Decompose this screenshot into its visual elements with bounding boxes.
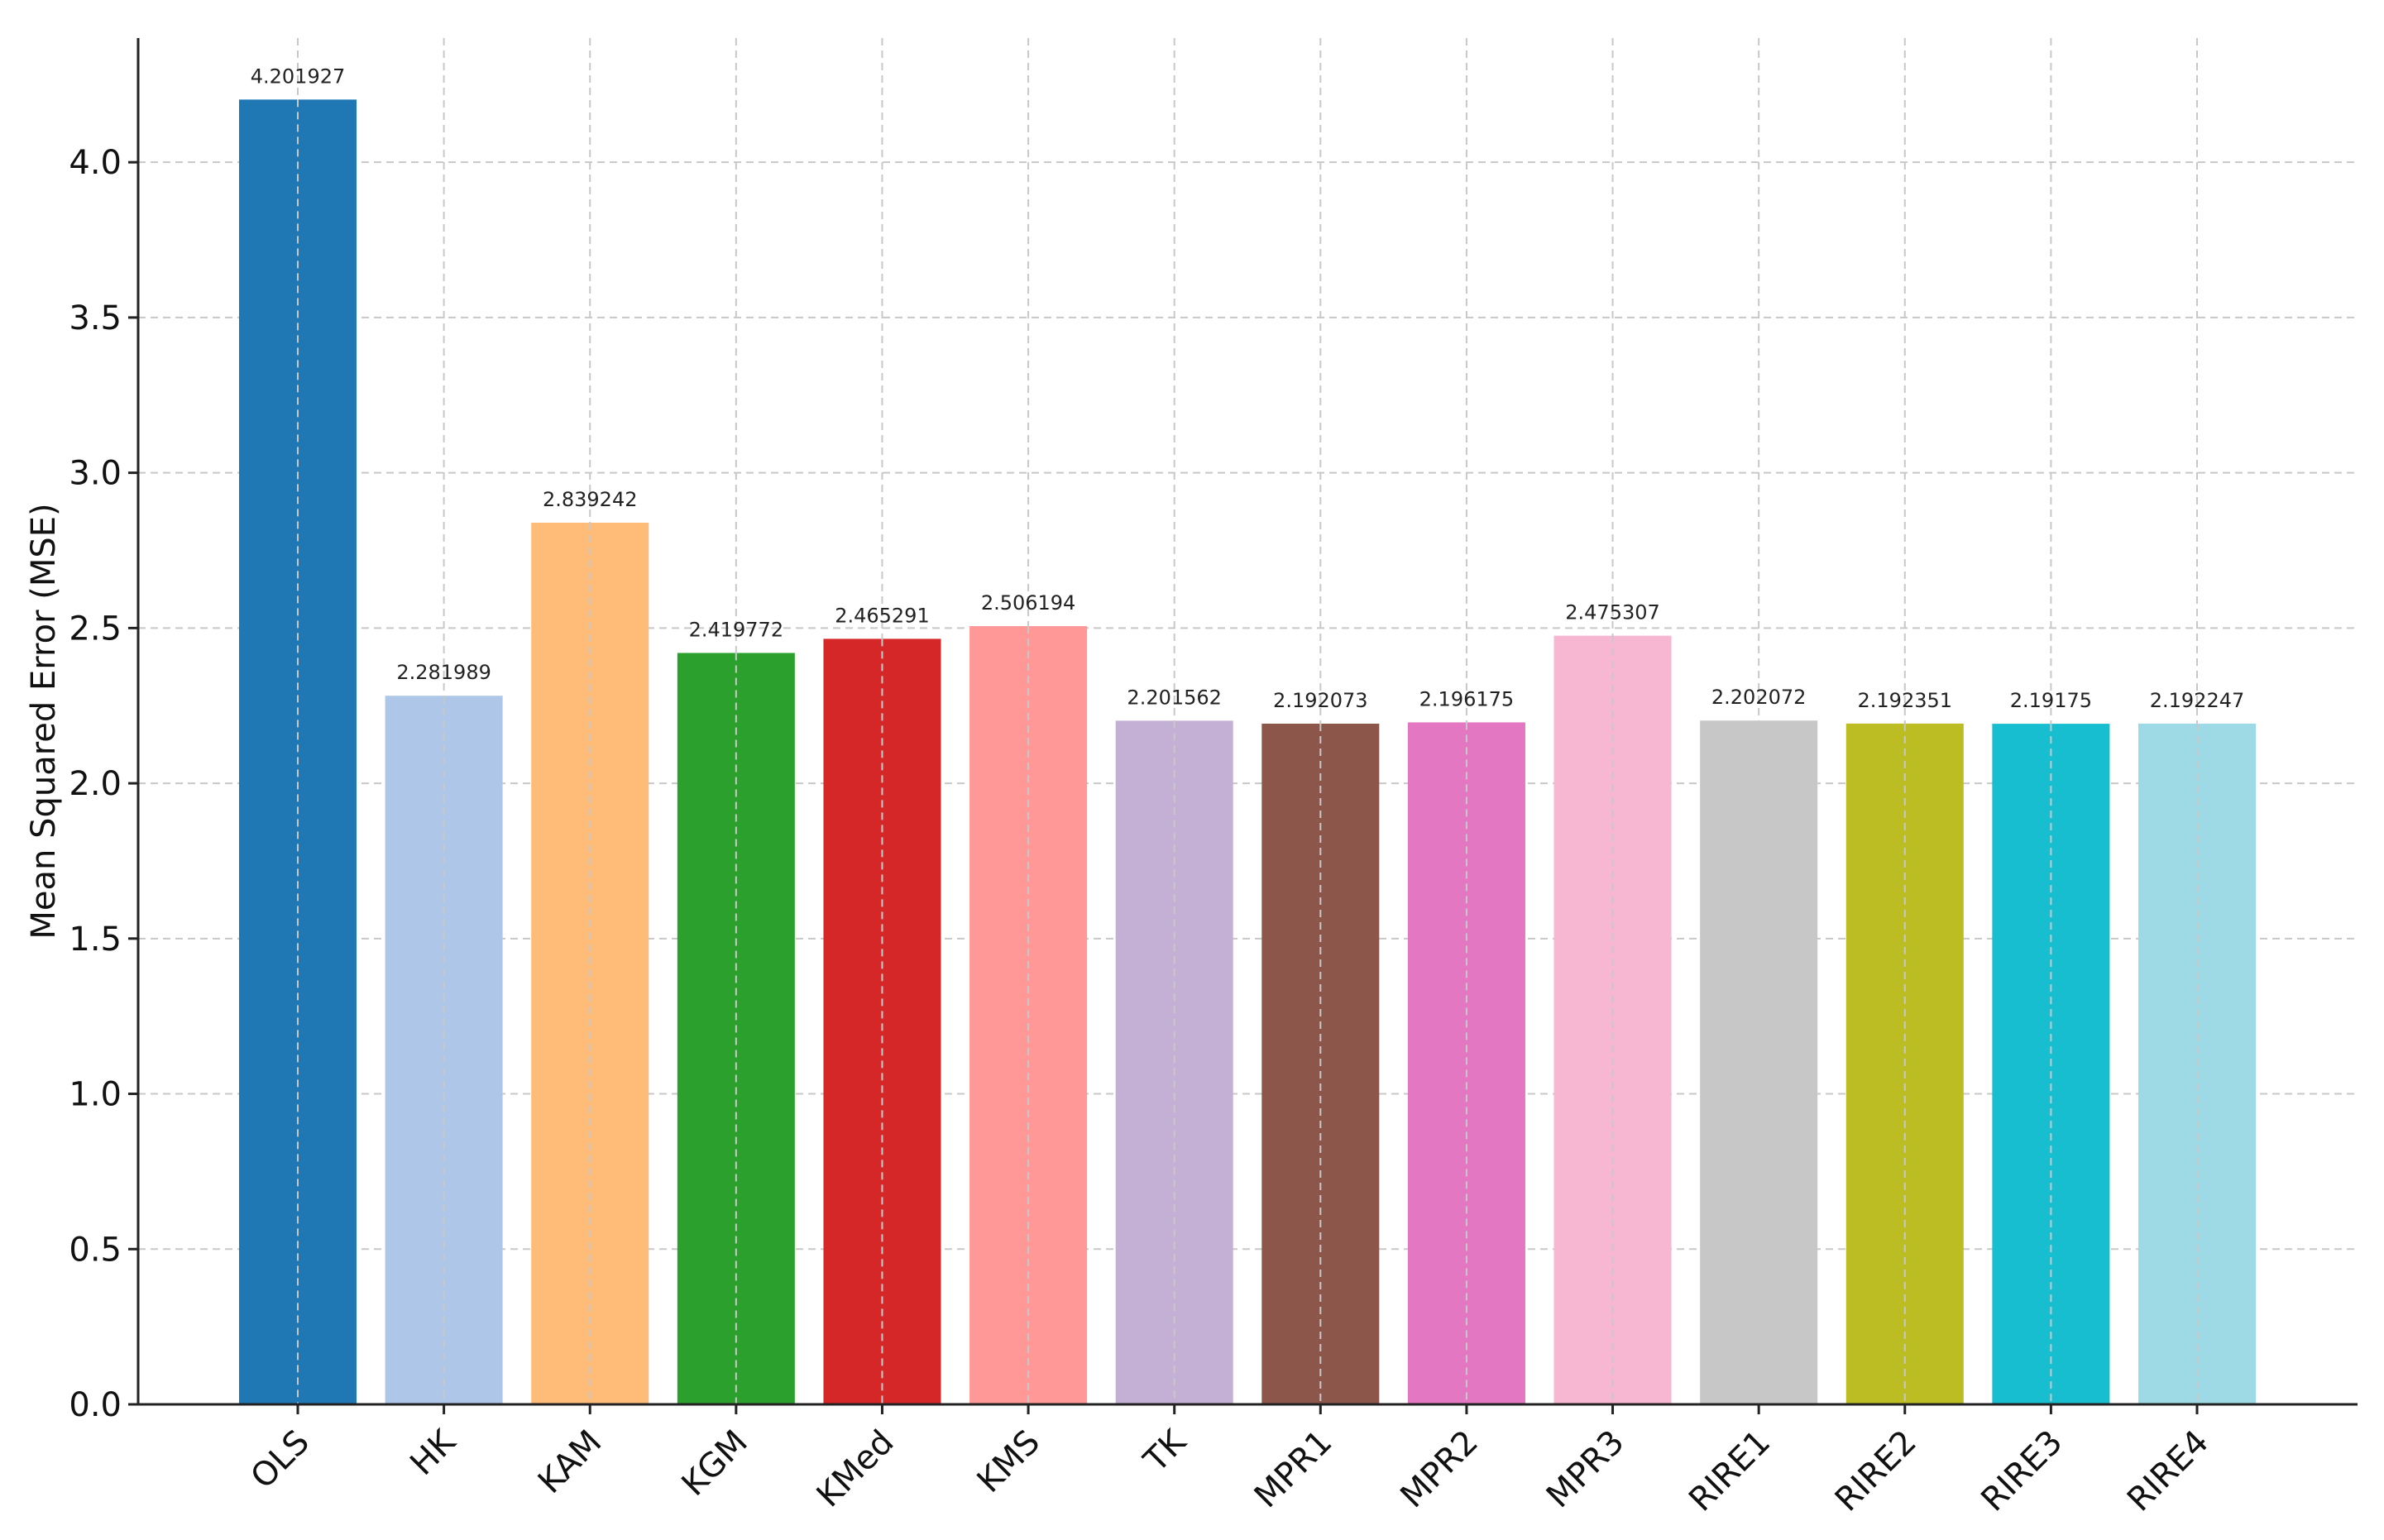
bar-value-label: 2.192073 [1273, 689, 1368, 712]
bar-value-label: 4.201927 [251, 65, 346, 88]
y-tick-label: 3.5 [69, 299, 122, 337]
x-tick-label: MPR1 [1247, 1423, 1340, 1516]
bar-value-label: 2.201562 [1127, 686, 1222, 709]
x-tick-label: TK [1137, 1422, 1194, 1480]
x-tick-label: MPR3 [1539, 1423, 1632, 1516]
y-tick-label: 0.0 [69, 1386, 122, 1424]
bar-value-label: 2.192351 [1858, 689, 1953, 712]
axes [128, 38, 2358, 1414]
bar-value-label: 2.419772 [689, 618, 784, 641]
x-tick-label: KMS [970, 1423, 1047, 1500]
bar-value-label: 2.202072 [1711, 686, 1807, 709]
x-tick-label: KMed [810, 1423, 902, 1515]
x-tick-label: HK [403, 1422, 464, 1483]
x-tick-label: KGM [675, 1423, 755, 1504]
x-tick-label: KAM [531, 1423, 609, 1501]
bar-value-label: 2.19175 [2010, 689, 2092, 712]
bar-value-label: 2.475307 [1565, 601, 1660, 624]
bar-value-label: 2.196175 [1419, 687, 1515, 710]
y-tick-label: 0.5 [69, 1231, 122, 1269]
bar-value-label: 2.839242 [543, 488, 638, 511]
x-tick-label: RIRE2 [1828, 1423, 1924, 1519]
y-tick-label: 2.5 [69, 610, 122, 648]
x-tick-label: OLS [244, 1423, 318, 1497]
y-tick-label: 2.0 [69, 765, 122, 803]
bar-value-label: 2.506194 [981, 591, 1076, 615]
bar-value-label: 2.465291 [835, 604, 930, 627]
y-axis-title: Mean Squared Error (MSE) [25, 503, 63, 939]
bar-value-label: 2.192247 [2150, 689, 2245, 712]
y-tick-label: 3.0 [69, 455, 122, 493]
y-tick-label: 1.0 [69, 1076, 122, 1114]
x-tick-label: RIRE3 [1974, 1423, 2070, 1519]
bar-value-label: 2.281989 [396, 661, 491, 684]
bars [239, 99, 2256, 1405]
y-tick-label: 4.0 [69, 144, 122, 182]
x-tick-label: RIRE4 [2120, 1423, 2216, 1519]
x-tick-label: MPR2 [1393, 1423, 1486, 1516]
x-tick-label: RIRE1 [1682, 1423, 1778, 1519]
y-tick-label: 1.5 [69, 921, 122, 959]
